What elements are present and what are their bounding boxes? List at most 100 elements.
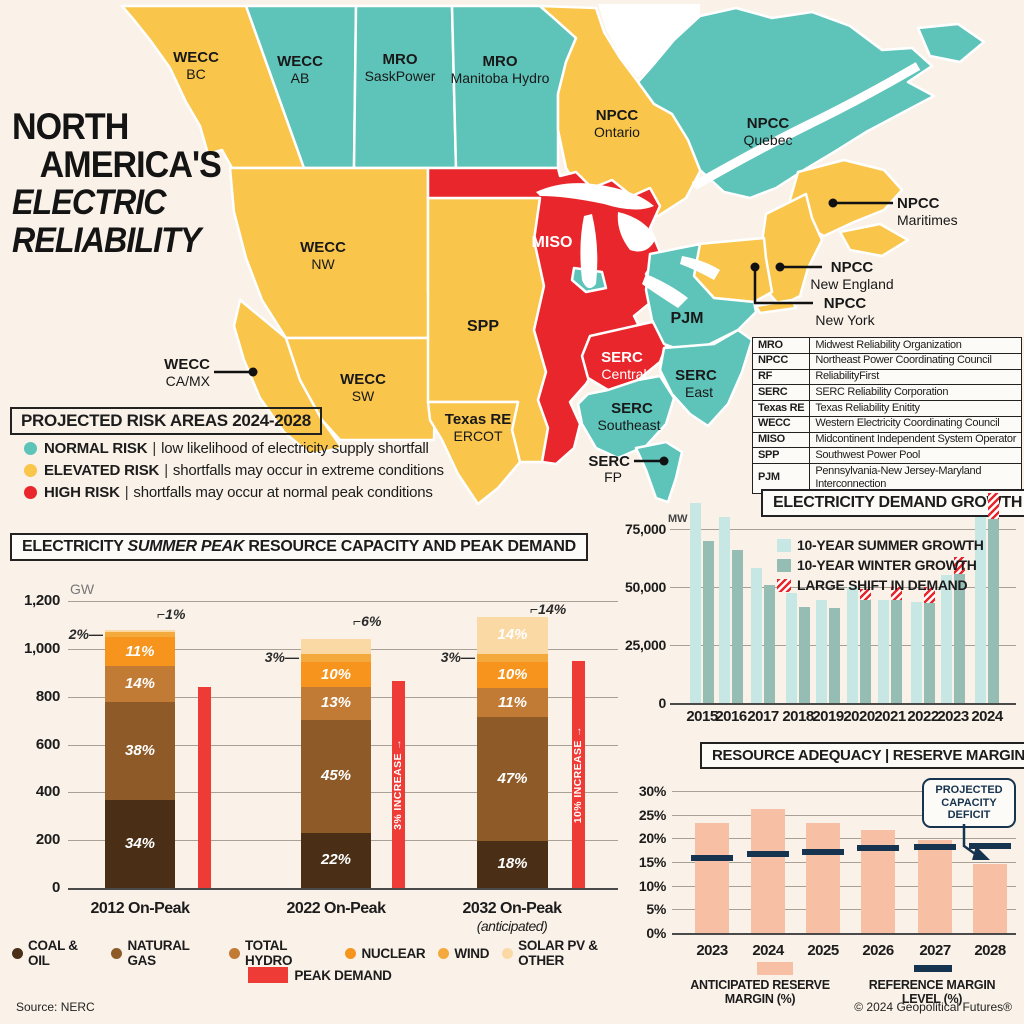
y-axis-tick-label: 1,000 bbox=[23, 639, 60, 657]
segment-percent-label: 34% bbox=[124, 835, 156, 853]
x-axis-year-label: 2023 bbox=[696, 942, 728, 959]
label-npcc-quebec: NPCC Quebec bbox=[743, 115, 792, 148]
y-axis-tick-label: 200 bbox=[35, 831, 60, 849]
label-npcc-maritimes: NPCC Maritimes bbox=[897, 195, 958, 228]
region-mro-saskpower bbox=[352, 4, 458, 170]
lake-ontario bbox=[680, 256, 720, 280]
x-axis-year-label: 2021 bbox=[874, 708, 906, 725]
peak-demand-swatch-icon bbox=[248, 967, 289, 983]
demand-shift-hatch-bar bbox=[988, 493, 999, 519]
winter-growth-bar bbox=[860, 599, 871, 703]
anticipated-reserve-margin-bar bbox=[751, 808, 785, 933]
legend-color-dot-icon bbox=[502, 947, 514, 959]
bar-segment-natural-gas bbox=[105, 702, 175, 801]
x-axis-year-label: 2022 bbox=[907, 708, 939, 725]
peak-demand-bar bbox=[392, 681, 405, 888]
segment-percent-label: 18% bbox=[497, 855, 528, 873]
desc-cell: Pennsylvania-New Jersey-Maryland Interco… bbox=[809, 463, 1023, 494]
bar-segment-coal-oil bbox=[477, 840, 548, 888]
abbreviation-table: MRO Midwest Reliability Organization NPCC… bbox=[751, 337, 1023, 494]
winter-growth-bar bbox=[764, 584, 775, 703]
demand-chart-title: ELECTRICITY DEMAND GROWTH bbox=[761, 489, 1024, 517]
anticipated-reserve-margin-bar bbox=[695, 822, 729, 933]
reference-margin-swatch-icon bbox=[914, 965, 952, 972]
summer-growth-bar bbox=[786, 592, 797, 703]
segment-percent-label: 14% bbox=[124, 674, 156, 692]
reserve-chart-plot: 0% 5% 10% 15% 20% 25% 30% 2023 2024 2025 2026 2027 2… bbox=[620, 730, 1024, 1020]
segment-percent-label: 10% bbox=[320, 665, 352, 683]
desc-cell: Southwest Power Pool bbox=[809, 447, 1023, 464]
x-axis-category-label: 2012 On-Peak bbox=[90, 900, 190, 917]
segment-percent-label: 14% bbox=[497, 626, 528, 644]
desc-cell: SERC Reliability Corporation bbox=[809, 384, 1023, 401]
y-axis-tick-label: 0 bbox=[658, 695, 667, 711]
x-axis-year-label: 2018 bbox=[782, 708, 814, 725]
gridline bbox=[670, 703, 1016, 705]
region-nova-scotia bbox=[838, 222, 910, 258]
bar-segment-total-hydro bbox=[477, 688, 548, 717]
y-axis-tick-label: 25% bbox=[638, 806, 666, 823]
x-axis-year-label: 2017 bbox=[747, 708, 779, 725]
label-pjm: PJM bbox=[671, 310, 704, 327]
callout-line: CAPACITY bbox=[941, 796, 997, 809]
bar-segment-coal-oil bbox=[301, 832, 371, 888]
gridline bbox=[672, 814, 1016, 816]
reference-margin-dash bbox=[747, 850, 789, 857]
x-axis-category-note: (anticipated) bbox=[476, 918, 548, 934]
title-line-1: NORTH bbox=[12, 106, 129, 147]
risk-desc: low likelihood of electricity supply sho… bbox=[161, 440, 429, 457]
table-row: Texas RE Texas Reliability Enitity bbox=[751, 400, 1023, 417]
legend-label: COAL & OIL bbox=[28, 938, 78, 968]
y-axis-tick-label: 0% bbox=[646, 925, 666, 941]
title-line-3: ELECTRIC bbox=[12, 183, 167, 222]
label-mro-saskpower: MRO SaskPower bbox=[365, 51, 436, 84]
risk-legend-title: PROJECTED RISK AREAS 2024-2028 bbox=[10, 407, 322, 435]
legend-label: 10-YEAR SUMMER GROWTH bbox=[797, 537, 984, 553]
y-axis-tick-label: 600 bbox=[35, 735, 60, 753]
legend-label: TOTAL HYDRO bbox=[244, 938, 293, 968]
title-part: ELECTRICITY bbox=[22, 538, 128, 555]
reserve-margins-chart-section: RESOURCE ADEQUACY | RESERVE MARGINS 0% 5%… bbox=[620, 730, 1024, 1020]
lake-huron bbox=[617, 212, 656, 252]
peak-demand-annotation: 3% INCREASE → bbox=[392, 739, 404, 831]
dot-npcc-new-england bbox=[775, 262, 785, 272]
label-npcc-new-england: NPCC New England bbox=[810, 259, 893, 292]
table-row: MISO Midcontinent Independent System Oper… bbox=[751, 431, 1023, 449]
y-axis-tick-label: 15% bbox=[638, 854, 666, 870]
peak-demand-annotation: 10% INCREASE → bbox=[572, 725, 584, 823]
risk-label: ELEVATED RISK bbox=[44, 462, 160, 479]
y-axis-tick-label: 30% bbox=[638, 783, 666, 799]
demand-shift-hatch-bar bbox=[891, 587, 902, 600]
legend-swatch-icon bbox=[777, 558, 791, 572]
legend-color-dot-icon bbox=[438, 947, 450, 959]
legend-label: WIND bbox=[454, 945, 490, 961]
label-serc-fp: SERC FP bbox=[588, 453, 630, 485]
wind-percent-label: 2%— bbox=[68, 625, 103, 642]
lake-superior bbox=[536, 183, 654, 210]
summer-growth-bar bbox=[719, 517, 730, 703]
risk-desc: shortfalls may occur in extreme conditio… bbox=[172, 462, 444, 479]
winter-growth-bar bbox=[829, 607, 840, 703]
abbr-cell: SPP bbox=[751, 447, 811, 464]
x-axis-year-label: 2023 bbox=[937, 708, 969, 725]
summer-growth-bar bbox=[911, 602, 922, 703]
desc-cell: Western Electricity Coordinating Council bbox=[809, 415, 1023, 433]
legend-label: NUCLEAR bbox=[361, 945, 426, 961]
region-serc-southeast bbox=[576, 374, 676, 460]
label-wecc-ab: WECC AB bbox=[277, 53, 323, 86]
callout-line: DEFICIT bbox=[947, 809, 991, 822]
bar-segment-natural-gas bbox=[477, 716, 548, 841]
label-serc-southeast: SERC Southeast bbox=[597, 400, 660, 433]
legend-color-dot-icon bbox=[111, 947, 123, 959]
label-wecc-nw: WECC NW bbox=[300, 239, 346, 272]
region-texas-re-ercot bbox=[426, 400, 522, 506]
segment-percent-label: 22% bbox=[320, 851, 352, 869]
gridline bbox=[68, 888, 618, 890]
summer-growth-bar bbox=[690, 503, 701, 703]
page-title: NORTH AMERICA'S ELECTRIC RELIABILITY bbox=[12, 106, 222, 260]
anticipated-reserve-margin-bar bbox=[973, 864, 1007, 933]
label-npcc-ontario: NPCC Ontario bbox=[594, 107, 640, 140]
risk-label: NORMAL RISK bbox=[44, 440, 148, 457]
wind-percent-label: 3%— bbox=[264, 649, 299, 666]
title-part: RESOURCE CAPACITY AND PEAK DEMAND bbox=[244, 538, 576, 555]
